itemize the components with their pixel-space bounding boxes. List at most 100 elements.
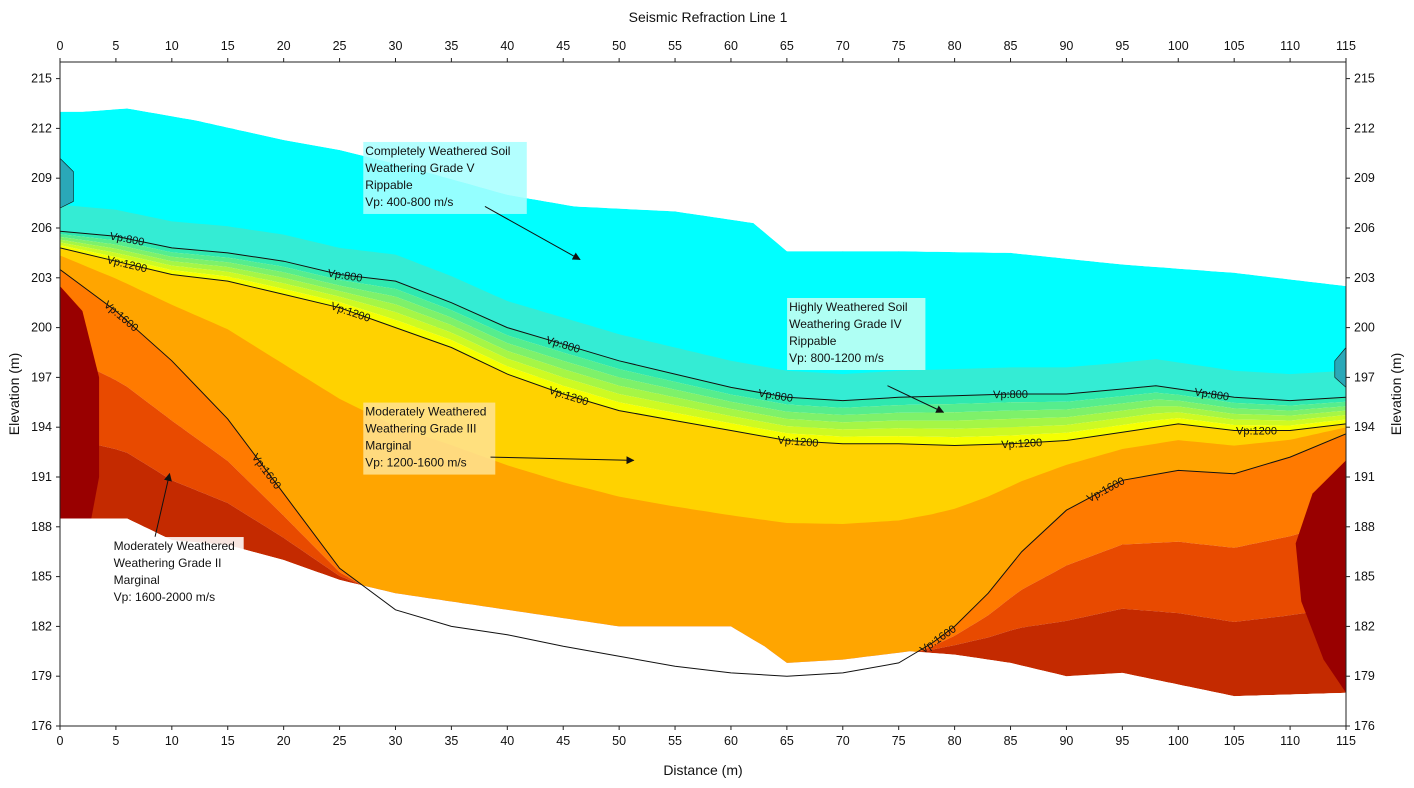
core-vp-2000-right bbox=[1295, 460, 1346, 693]
annotation-text: Weathering Grade V bbox=[365, 161, 474, 175]
y-tick-label-right: 179 bbox=[1354, 669, 1375, 683]
x-tick-label: 40 bbox=[500, 734, 514, 748]
edge-blob-left bbox=[60, 157, 74, 209]
x-tick-label-top: 30 bbox=[389, 39, 403, 53]
x-tick-label: 50 bbox=[612, 734, 626, 748]
annotation-box bbox=[363, 141, 527, 214]
x-tick-label-top: 25 bbox=[333, 39, 347, 53]
annotation-text: Weathering Grade III bbox=[365, 422, 476, 436]
annotation-text: Weathering Grade II bbox=[114, 556, 222, 570]
annotation-text: Marginal bbox=[365, 439, 411, 453]
x-tick-label: 20 bbox=[277, 734, 291, 748]
y-tick-label: 209 bbox=[31, 171, 52, 185]
x-tick-label-top: 110 bbox=[1280, 39, 1300, 53]
annotation-text: Completely Weathered Soil bbox=[365, 144, 510, 158]
x-tick-label: 25 bbox=[333, 734, 347, 748]
y-tick-label-right: 209 bbox=[1354, 171, 1375, 185]
band-vp-1200-1400 bbox=[60, 247, 1346, 524]
x-tick-label: 100 bbox=[1168, 734, 1189, 748]
x-tick-label-top: 105 bbox=[1224, 39, 1245, 53]
x-tick-label: 45 bbox=[556, 734, 570, 748]
x-tick-label-top: 45 bbox=[556, 39, 570, 53]
annotation-text: Marginal bbox=[114, 573, 160, 587]
above-surface-mask bbox=[60, 62, 1346, 287]
contour-label: Vp:800 bbox=[993, 389, 1028, 402]
x-tick-label: 70 bbox=[836, 734, 850, 748]
y-tick-label: 203 bbox=[31, 271, 52, 285]
x-tick-label-top: 115 bbox=[1336, 39, 1356, 53]
x-tick-label: 75 bbox=[892, 734, 906, 748]
contour-label: Vp:1200 bbox=[1236, 426, 1277, 438]
annotation-arrow bbox=[154, 472, 172, 537]
contour-label: Vp:1200 bbox=[777, 435, 819, 450]
plot-frame bbox=[59, 61, 1347, 727]
x-tick-label-top: 95 bbox=[1115, 39, 1129, 53]
y-tick-label-right: 194 bbox=[1354, 420, 1375, 434]
chart-title: Seismic Refraction Line 1 bbox=[629, 9, 788, 25]
y-tick-label: 188 bbox=[31, 520, 52, 534]
y-tick-label-right: 197 bbox=[1354, 370, 1375, 384]
contour-label: Vp:800 bbox=[757, 388, 793, 405]
x-tick-label-top: 85 bbox=[1004, 39, 1018, 53]
axis-ticks: 0055101015152020252530303535404045455050… bbox=[31, 39, 1375, 748]
contour-line bbox=[60, 247, 1346, 447]
below-bottom-mask bbox=[60, 518, 1346, 726]
contour-label: Vp:800 bbox=[327, 267, 363, 284]
x-tick-label-top: 50 bbox=[612, 39, 626, 53]
x-tick-label: 60 bbox=[724, 734, 738, 748]
x-tick-label: 65 bbox=[780, 734, 794, 748]
x-tick-label-top: 70 bbox=[836, 39, 850, 53]
band-vp-800-1200 bbox=[60, 242, 1346, 438]
y-tick-label-right: 203 bbox=[1354, 271, 1375, 285]
y-tick-label-right: 191 bbox=[1354, 470, 1375, 484]
y-axis-label-left: Elevation (m) bbox=[6, 353, 22, 435]
x-tick-label-top: 20 bbox=[277, 39, 291, 53]
x-tick-label-top: 5 bbox=[112, 39, 119, 53]
contour-label: Vp:800 bbox=[1194, 387, 1230, 404]
band-vp-1600-2000 bbox=[60, 352, 1346, 672]
contour-label: Vp:1200 bbox=[1001, 437, 1043, 451]
y-tick-label: 179 bbox=[31, 669, 52, 683]
annotation-text: Vp: 1600-2000 m/s bbox=[114, 590, 215, 604]
x-tick-label: 5 bbox=[112, 734, 119, 748]
x-tick-label: 15 bbox=[221, 734, 235, 748]
annotation-box bbox=[111, 537, 244, 610]
x-tick-label-top: 90 bbox=[1059, 39, 1073, 53]
annotation-text: Vp: 800-1200 m/s bbox=[789, 351, 884, 365]
core-vp-2000-left bbox=[60, 286, 100, 519]
y-tick-label-right: 212 bbox=[1354, 121, 1375, 135]
annotation-box bbox=[787, 298, 926, 370]
annotation-text: Weathering Grade IV bbox=[789, 317, 902, 331]
x-tick-label-top: 15 bbox=[221, 39, 235, 53]
annotation-text: Highly Weathered Soil bbox=[789, 300, 908, 314]
y-tick-label: 206 bbox=[31, 221, 52, 235]
contour-line bbox=[60, 230, 1346, 402]
x-tick-label-top: 65 bbox=[780, 39, 794, 53]
x-tick-label: 10 bbox=[165, 734, 179, 748]
y-tick-label-right: 200 bbox=[1354, 321, 1375, 335]
y-tick-label-right: 182 bbox=[1354, 619, 1375, 633]
band-vp-800-1200 bbox=[60, 245, 1346, 446]
y-tick-label: 182 bbox=[31, 619, 52, 633]
annotation-arrow bbox=[887, 385, 945, 413]
band-vp-1600-2000 bbox=[60, 269, 1346, 677]
annotation-text: Rippable bbox=[365, 178, 413, 192]
y-axis-label-right: Elevation (m) bbox=[1388, 353, 1404, 435]
annotation-text: Vp: 1200-1600 m/s bbox=[365, 456, 466, 470]
x-tick-label: 95 bbox=[1115, 734, 1129, 748]
x-tick-label: 115 bbox=[1336, 734, 1356, 748]
annotations: Completely Weathered Soil Weathering Grad… bbox=[111, 141, 945, 610]
band-vp-transition bbox=[60, 204, 1346, 401]
x-tick-label-top: 0 bbox=[57, 39, 64, 53]
y-tick-label: 176 bbox=[31, 719, 52, 733]
x-tick-label: 110 bbox=[1280, 734, 1300, 748]
y-tick-label: 185 bbox=[31, 570, 52, 584]
annotation-arrow bbox=[490, 456, 635, 465]
annotation-text: Vp: 400-800 m/s bbox=[365, 195, 453, 209]
annotation-text: Moderately Weathered bbox=[114, 539, 235, 553]
y-tick-label-right: 188 bbox=[1354, 520, 1375, 534]
y-tick-label: 200 bbox=[31, 321, 52, 335]
x-tick-label-top: 80 bbox=[948, 39, 962, 53]
y-tick-label-right: 176 bbox=[1354, 719, 1375, 733]
